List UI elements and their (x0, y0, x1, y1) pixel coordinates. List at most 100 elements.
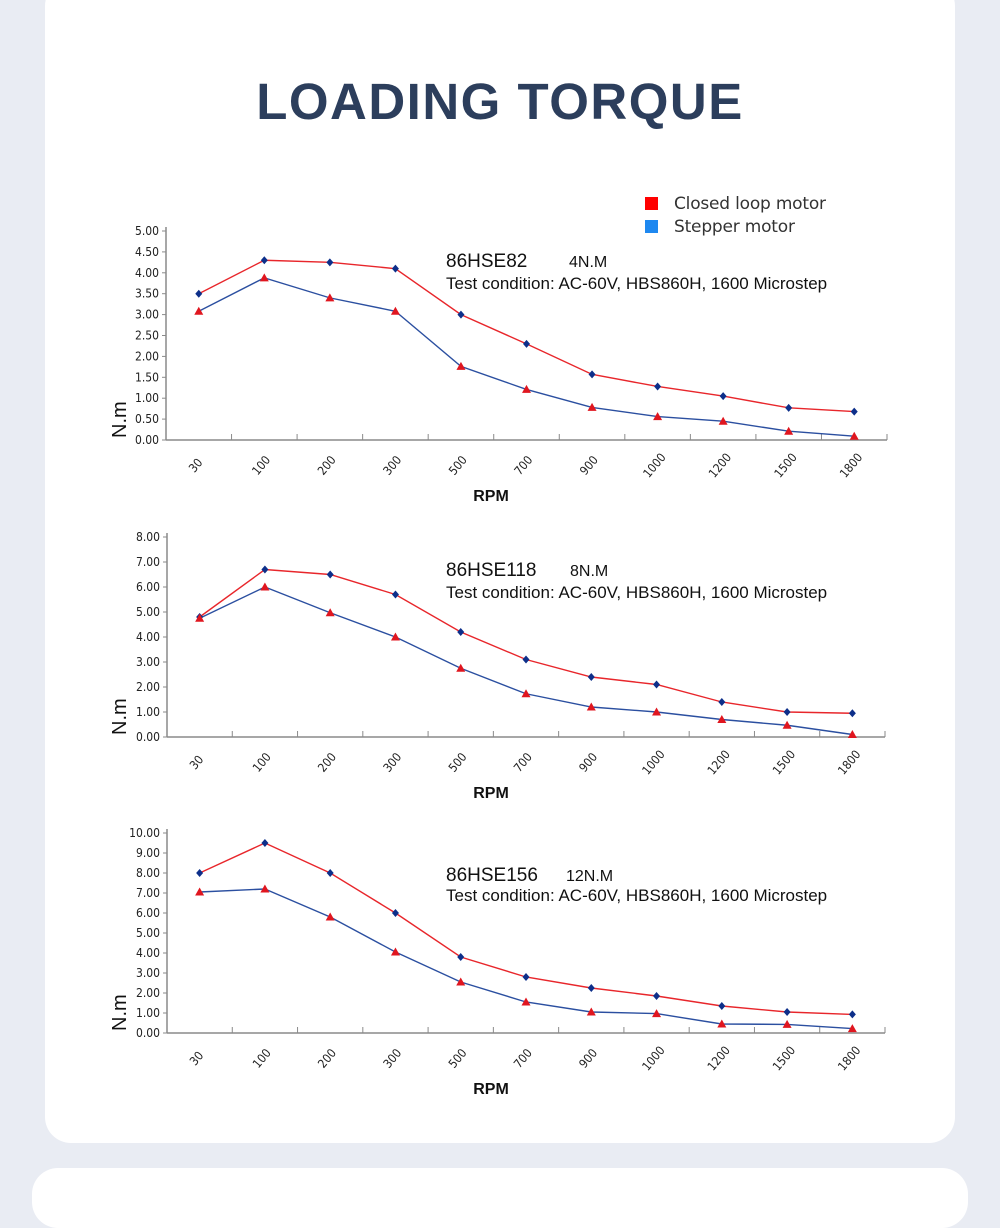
y-axis-label: N.m (109, 994, 131, 1031)
series-line-stepper (199, 888, 853, 1030)
chart-torque-rating: 8N.M (570, 563, 608, 580)
x-tick-label: 700 (511, 750, 535, 775)
x-tick-label: 300 (380, 750, 404, 775)
data-point-closed-loop (522, 655, 530, 664)
x-tick-label: 1800 (835, 1043, 863, 1073)
x-tick-label: 900 (576, 750, 600, 775)
legend-label-closed-loop: Closed loop motor (674, 193, 826, 214)
data-point-stepper (782, 720, 792, 729)
x-tick-label: 100 (250, 750, 274, 775)
chart-86hse118: 0.00 1.00 2.00 3.00 4.00 5.00 6.00 7.00 8.00 30 10… (109, 530, 886, 802)
data-point-stepper (586, 1007, 596, 1016)
data-point-closed-loop (785, 403, 793, 412)
x-tick-label: 900 (576, 1046, 600, 1071)
data-point-closed-loop (457, 953, 465, 961)
x-tick-label: 1200 (706, 450, 734, 480)
y-tick-label: 4.00 (136, 946, 160, 960)
data-point-closed-loop (523, 339, 530, 348)
chart-86hse156: 0.00 1.00 2.00 3.00 4.00 5.00 6.00 7.00 8.00 9.00… (109, 826, 886, 1098)
y-tick-label: 8.00 (136, 866, 160, 880)
data-point-stepper (195, 887, 205, 896)
data-point-closed-loop (260, 256, 268, 265)
chart-torque-rating: 12N.M (566, 868, 613, 885)
data-point-closed-loop (850, 407, 858, 416)
x-tick-label: 30 (186, 456, 206, 476)
y-tick-label: 3.00 (136, 655, 160, 669)
data-point-stepper (259, 273, 269, 282)
y-axis-label: N.m (109, 698, 131, 735)
data-point-closed-loop (457, 628, 465, 636)
x-tick-label: 900 (577, 453, 601, 478)
x-tick-label: 30 (187, 1049, 207, 1069)
y-tick-label: 7.00 (136, 555, 160, 569)
data-point-closed-loop (654, 382, 662, 391)
data-point-stepper (390, 947, 400, 956)
data-point-stepper (717, 1019, 727, 1028)
data-point-closed-loop (195, 289, 203, 298)
x-tick-label: 1200 (705, 1043, 733, 1073)
data-point-stepper (456, 663, 466, 672)
data-point-closed-loop (783, 1008, 791, 1016)
data-point-closed-loop (653, 680, 661, 689)
data-point-stepper (849, 431, 859, 440)
x-tick-label: 500 (446, 750, 470, 775)
y-tick-label: 2.00 (135, 349, 159, 363)
data-point-closed-loop (718, 1002, 726, 1010)
y-tick-label: 6.00 (136, 906, 160, 920)
data-point-stepper (456, 361, 466, 370)
x-tick-label: 1000 (639, 747, 667, 777)
x-axis-label: RPM (473, 488, 509, 505)
x-tick-label: 1800 (837, 450, 865, 480)
chart-test-condition: Test condition: AC-60V, HBS860H, 1600 Mi… (446, 583, 827, 602)
x-tick-label: 1000 (639, 1043, 667, 1073)
chart-model-title: 86HSE156 (446, 865, 538, 886)
data-point-stepper (717, 715, 727, 723)
legend-label-stepper: Stepper motor (674, 216, 795, 237)
x-tick-label: 300 (380, 453, 404, 478)
y-tick-label: 2.00 (136, 680, 160, 694)
data-point-closed-loop (457, 310, 465, 319)
legend-item-closed-loop: Closed loop motor (645, 192, 826, 215)
y-tick-label: 0.50 (135, 412, 159, 426)
legend-item-stepper: Stepper motor (645, 215, 826, 238)
y-tick-label: 0.00 (135, 433, 159, 447)
data-point-stepper (456, 977, 466, 986)
data-point-closed-loop (326, 570, 334, 579)
y-tick-label: 4.00 (136, 630, 160, 644)
data-point-stepper (718, 416, 728, 425)
x-tick-label: 1000 (640, 450, 668, 480)
data-point-stepper (782, 1019, 792, 1028)
y-tick-label: 2.50 (135, 329, 159, 343)
x-tick-label: 300 (380, 1046, 404, 1071)
data-point-closed-loop (261, 839, 269, 847)
y-tick-label: 3.00 (136, 966, 160, 980)
data-point-closed-loop (587, 673, 595, 681)
data-point-stepper (521, 997, 531, 1006)
next-card (32, 1168, 968, 1228)
legend: Closed loop motor Stepper motor (645, 192, 826, 238)
data-point-stepper (521, 689, 531, 698)
y-tick-label: 1.50 (135, 370, 159, 384)
y-tick-label: 0.00 (136, 730, 160, 744)
x-tick-label: 200 (315, 1046, 339, 1071)
data-point-stepper (325, 293, 335, 302)
x-tick-label: 1800 (835, 747, 863, 777)
x-tick-label: 1500 (770, 747, 798, 777)
data-point-stepper (652, 1009, 662, 1018)
y-tick-label: 8.00 (136, 530, 160, 544)
x-axis-label: RPM (473, 1081, 509, 1098)
x-tick-label: 100 (249, 453, 273, 478)
y-axis-label: N.m (109, 401, 131, 438)
data-point-closed-loop (391, 590, 399, 599)
data-point-stepper (653, 412, 663, 421)
data-point-closed-loop (718, 698, 726, 706)
data-point-stepper (522, 384, 531, 393)
data-point-stepper (784, 426, 794, 435)
chart-model-title: 86HSE118 (446, 560, 537, 581)
data-point-stepper (390, 632, 400, 641)
data-point-closed-loop (391, 909, 399, 917)
x-tick-label: 500 (446, 453, 470, 478)
y-tick-label: 5.00 (136, 605, 160, 619)
data-point-stepper (325, 912, 335, 921)
x-tick-label: 1500 (770, 1043, 798, 1073)
